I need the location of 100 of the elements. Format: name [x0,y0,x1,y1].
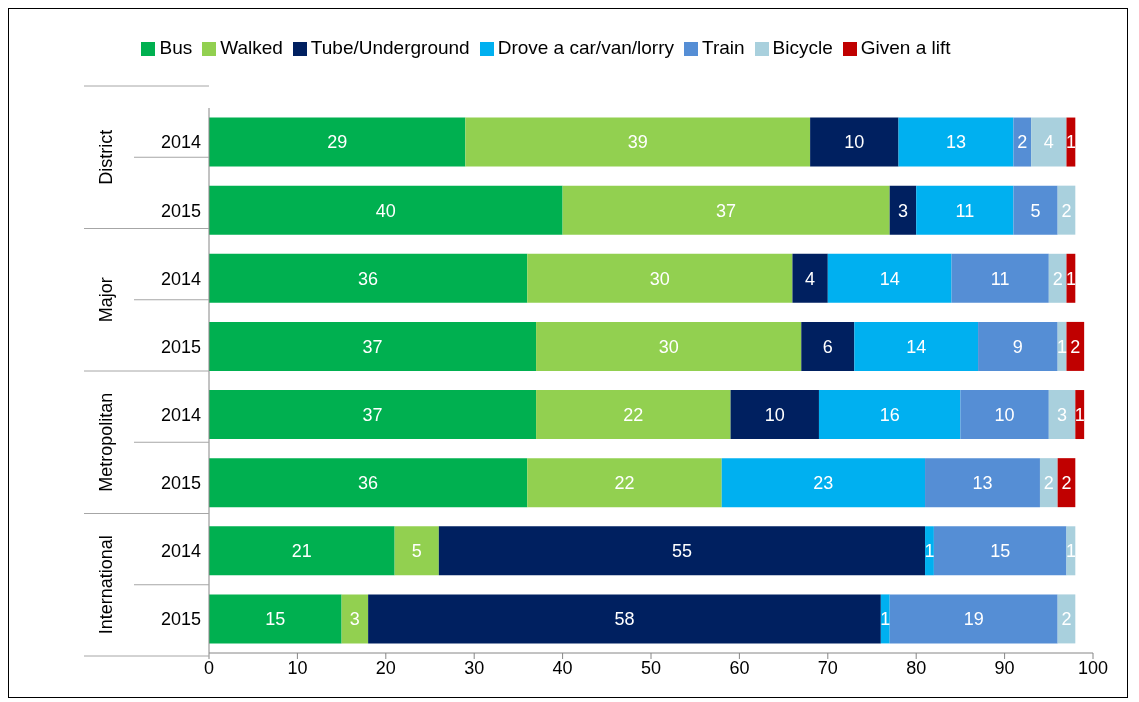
y-tick-label: 2014 [160,268,201,289]
bar [889,594,1058,644]
bar [951,253,1049,303]
bar [933,526,1067,576]
bar [394,526,439,576]
y-tick-label: 2015 [160,200,201,221]
data-label: 37 [716,200,737,221]
data-label: 1 [924,541,935,562]
data-label: 2 [1017,132,1028,153]
legend-label: Bus [159,37,193,58]
data-label: 3 [897,200,908,221]
data-label: 29 [327,132,348,153]
data-label: 55 [671,541,692,562]
bar [209,253,528,303]
bar [810,117,899,167]
data-label: 1 [880,609,891,630]
x-tick-label: 0 [203,657,215,678]
bar [562,185,890,235]
data-label: 3 [349,609,360,630]
data-label: 10 [994,404,1015,425]
text: Metropolitan [95,392,116,492]
bar [527,458,722,508]
data-label: 13 [945,132,966,153]
bar [1075,390,1085,440]
data-label: 21 [291,541,312,562]
data-label: 4 [805,268,816,289]
bar [1013,185,1058,235]
bar [209,117,466,167]
bar [827,253,952,303]
data-label: 1 [1065,268,1076,289]
bar [854,321,979,371]
data-label: 3 [1057,404,1068,425]
bar [978,321,1058,371]
x-tick-label: 70 [817,657,838,678]
text: District [95,129,116,185]
legend-label: Bicycle [772,37,833,58]
y-tick-label: 2015 [160,473,201,494]
data-label: 10 [764,404,785,425]
legend-label: Drove a car/van/lorry [497,37,674,58]
x-tick-label: 60 [729,657,750,678]
bar [898,117,1014,167]
x-tick-label: 50 [640,657,662,678]
legend-label: Tube/Underground [310,37,470,58]
data-label: 2 [1052,268,1063,289]
bar [1039,458,1058,508]
x-tick-label: 40 [552,657,573,678]
data-label: 23 [813,473,834,494]
data-label: 15 [990,541,1011,562]
x-tick-label: 100 [1077,657,1109,678]
data-label: 11 [990,268,1010,289]
bar [368,594,881,644]
bar [341,594,369,644]
x-tick-label: 90 [994,657,1015,678]
data-label: 22 [614,473,635,494]
data-label: 39 [627,132,648,153]
data-label: 4 [1043,132,1054,153]
legend-label: Train [702,37,745,58]
data-label: 15 [265,609,286,630]
data-label: 58 [614,609,635,630]
x-tick-label: 30 [464,657,485,678]
data-label: 37 [362,404,383,425]
bar [209,185,563,235]
data-label: 40 [375,200,396,221]
data-label: 2 [1061,473,1072,494]
bar [792,253,828,303]
bar [925,458,1040,508]
bar [889,185,917,235]
y-tick-label: 2015 [160,336,201,357]
bar [960,390,1049,440]
data-label: 36 [358,268,379,289]
bar [1013,117,1032,167]
data-label: 30 [658,336,679,357]
data-label: 37 [362,336,383,357]
data-label: 36 [358,473,379,494]
bar [209,390,537,440]
legend-label: Walked [220,37,283,58]
data-label: 5 [411,541,422,562]
bar [721,458,926,508]
bar [916,185,1014,235]
data-label: 1 [1074,404,1085,425]
bar [438,526,926,576]
data-label: 10 [844,132,865,153]
data-label: 16 [879,404,900,425]
bar [1048,390,1076,440]
data-label: 1 [1065,541,1076,562]
data-label: 9 [1012,336,1023,357]
data-label: 6 [822,336,833,357]
data-label: 2 [1070,336,1081,357]
bar [818,390,961,440]
data-label: 22 [623,404,644,425]
data-label: 1 [1057,336,1068,357]
data-label: 11 [955,200,975,221]
x-tick-label: 10 [287,657,308,678]
data-label: 5 [1030,200,1041,221]
bar [925,526,934,576]
bar [527,253,793,303]
x-tick-label: 80 [906,657,927,678]
bar [801,321,855,371]
text: Major [95,277,116,323]
data-label: 14 [879,268,900,289]
